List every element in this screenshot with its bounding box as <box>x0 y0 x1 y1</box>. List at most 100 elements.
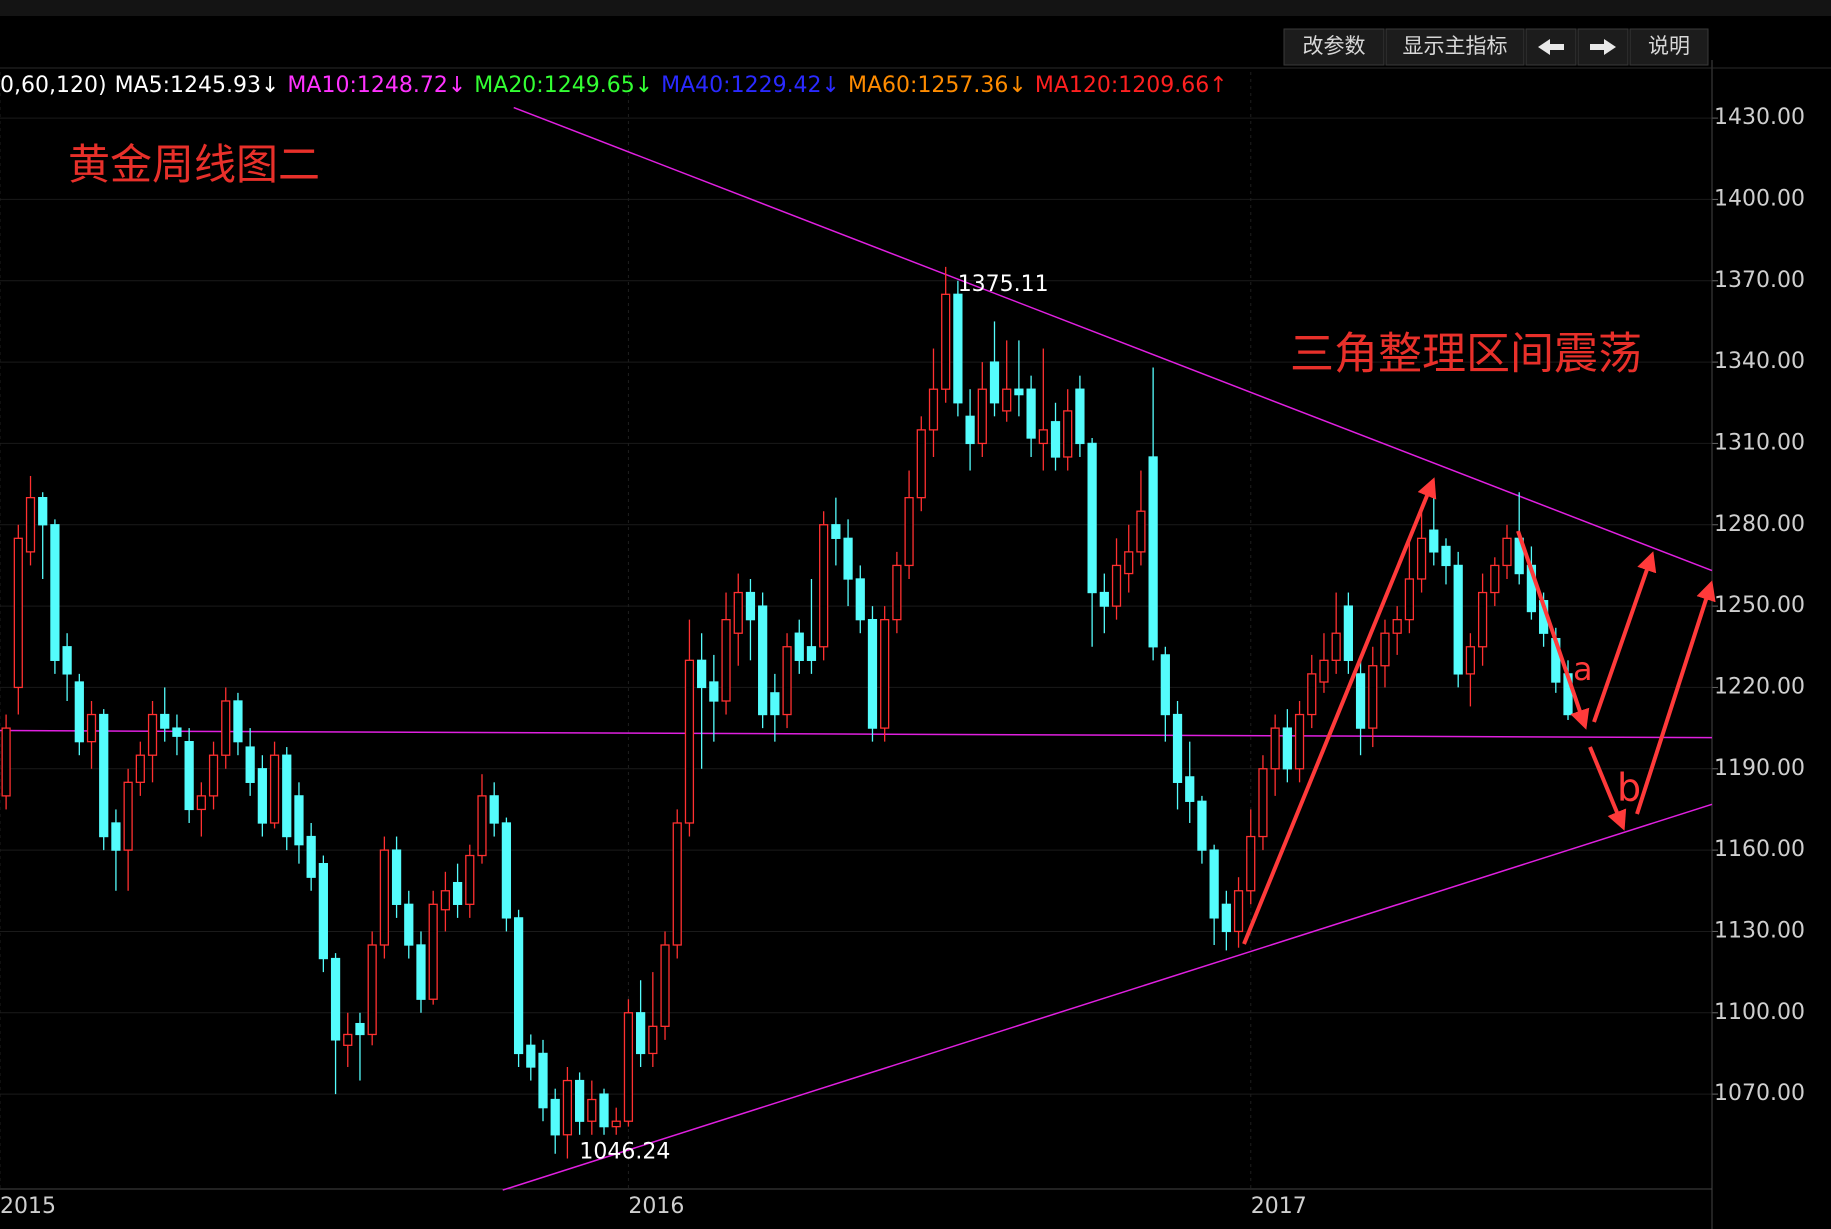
candle-body <box>428 903 438 1000</box>
candle-body <box>965 415 975 445</box>
candle-body <box>1160 654 1170 716</box>
candle-body <box>318 863 328 960</box>
candle-body <box>538 1052 548 1109</box>
candle-body <box>513 917 524 1055</box>
candle-body <box>74 681 84 743</box>
candle-body <box>1502 537 1512 567</box>
candle-body <box>269 754 280 824</box>
candle-body <box>562 1079 573 1136</box>
indicator-label: MA10:1248.72↓ <box>287 73 466 98</box>
candle-body <box>977 388 987 445</box>
candle-body <box>1 727 11 797</box>
candle-body <box>1490 564 1500 594</box>
plot-area: 1070.00 1100.00 1130.00 1160.00 1190.00 1220.… <box>0 60 1831 1229</box>
candle-body <box>672 822 682 946</box>
candle-body <box>1246 835 1256 892</box>
candle-body <box>1136 510 1146 553</box>
candle-body <box>440 890 451 911</box>
candle-body <box>1282 727 1292 770</box>
candle-body <box>38 497 48 526</box>
candle-body <box>172 727 182 737</box>
y-tick-label: 1400.00 <box>1714 186 1805 211</box>
candle-body <box>916 429 926 499</box>
wave-label: b <box>1617 766 1641 810</box>
x-tick-label: 2016 <box>628 1194 684 1219</box>
candle-body <box>135 754 145 783</box>
button[interactable] <box>1283 28 1385 66</box>
button-label[interactable]: 改参数 <box>1303 34 1366 58</box>
candle-body <box>867 619 878 729</box>
candle-body <box>1270 727 1280 770</box>
candle-body <box>574 1079 585 1122</box>
candle-body <box>1124 551 1134 575</box>
candle-body <box>245 746 255 783</box>
chart-title: 黄金周线图二 <box>68 140 320 189</box>
candle-body <box>648 1025 658 1055</box>
candle-body <box>257 768 267 824</box>
candle-body <box>1099 591 1109 607</box>
candle-body <box>1355 673 1366 729</box>
annotation: 三角整理区间震荡 <box>1290 329 1642 380</box>
x-tick-label: 2017 <box>1251 1194 1307 1219</box>
candle-body <box>1172 713 1183 783</box>
y-tick-label: 1370.00 <box>1714 268 1805 293</box>
candle-body <box>1038 429 1048 445</box>
y-tick-label: 1340.00 <box>1714 349 1805 374</box>
candle-body <box>184 741 194 811</box>
candle-body <box>1063 410 1073 458</box>
candle-body <box>1368 665 1378 729</box>
indicator-line: 0,60,120) MA5:1245.93↓ MA10:1248.72↓ MA20:1… <box>0 73 1228 98</box>
candle-body <box>1319 659 1329 683</box>
x-tick-label: 2015 <box>0 1194 56 1219</box>
candle-body <box>550 1098 560 1136</box>
y-tick-label: 1130.00 <box>1714 918 1805 943</box>
candle-body <box>1185 776 1195 802</box>
candle-body <box>86 713 97 743</box>
candle-body <box>1026 388 1036 439</box>
candle-body <box>892 564 902 621</box>
candle-body <box>1404 578 1414 621</box>
candle-body <box>794 632 804 661</box>
button-label[interactable]: 显示主指标 <box>1403 34 1508 58</box>
candle-body <box>1111 564 1122 607</box>
candle-body <box>733 591 743 634</box>
candle-body <box>855 578 865 621</box>
right-arrow-icon <box>1590 39 1616 55</box>
candle-body <box>1197 800 1207 851</box>
y-tick-label: 1220.00 <box>1714 674 1805 699</box>
button[interactable] <box>1385 28 1525 66</box>
button[interactable] <box>1629 28 1709 66</box>
arrow <box>1635 580 1716 815</box>
candle-body <box>416 944 426 1000</box>
y-tick-label: 1190.00 <box>1714 756 1805 781</box>
low-label: 1046.24 <box>579 1140 670 1165</box>
trendline <box>513 106 1713 572</box>
candle-body <box>404 903 414 946</box>
indicator-label: MA120:1209.66↑ <box>1035 73 1228 98</box>
forecast-arrows <box>1242 477 1716 945</box>
candle-body <box>294 795 304 846</box>
candle-body <box>904 497 914 567</box>
candle-body <box>1014 388 1024 396</box>
candle-body <box>1453 564 1463 675</box>
candle-body <box>1075 388 1085 445</box>
candle-body <box>391 849 402 905</box>
y-tick-label: 1160.00 <box>1714 837 1805 862</box>
candle-body <box>123 781 133 851</box>
candle-body <box>1002 388 1012 412</box>
candle-body <box>50 524 60 661</box>
indicator-label: MA20:1249.65↓ <box>474 73 653 98</box>
candle-body <box>477 795 487 857</box>
candle-body <box>282 754 292 838</box>
candle-body <box>1343 605 1353 661</box>
y-tick-label: 1250.00 <box>1714 593 1805 618</box>
trendline <box>502 803 1713 1191</box>
candle-body <box>843 537 853 580</box>
candle-body <box>587 1098 597 1122</box>
y-tick-label: 1070.00 <box>1714 1081 1805 1106</box>
candle-body <box>636 1012 646 1055</box>
candle-body <box>501 822 512 919</box>
button-label[interactable]: 说明 <box>1648 34 1690 58</box>
wave-label: a <box>1573 650 1593 688</box>
